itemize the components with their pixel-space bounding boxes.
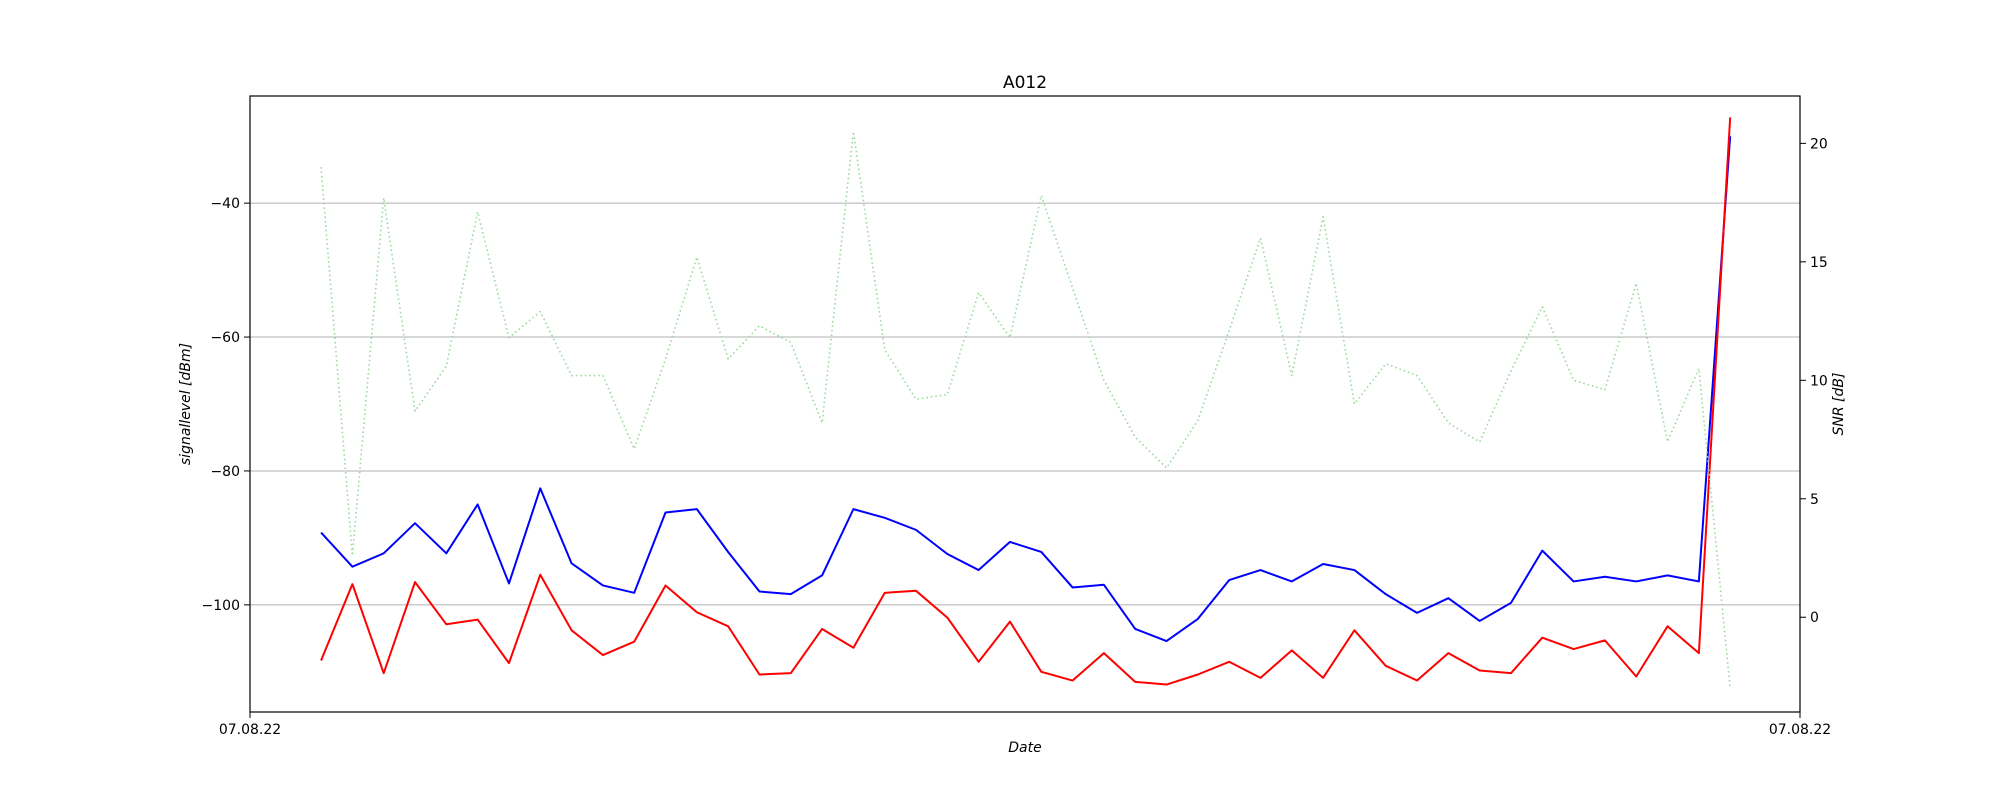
grid-lines	[250, 202, 1800, 606]
chart-title: A012	[1003, 73, 1047, 93]
y-right-tick-label: 5	[1810, 492, 1819, 508]
y-left-tick-label: −60	[210, 330, 240, 346]
y-right-tick-label: 0	[1810, 610, 1819, 626]
series-group	[320, 117, 1732, 689]
y-left-tick-label: −40	[210, 196, 240, 212]
series-line-2	[320, 130, 1731, 689]
x-axis-title: Date	[1008, 740, 1041, 756]
series-line-1	[320, 117, 1732, 686]
x-tick-label: 07.08.22	[1769, 722, 1831, 738]
y-right-tick-label: 20	[1810, 136, 1828, 152]
y-right-tick-label: 15	[1810, 255, 1828, 271]
plot-frame	[249, 95, 1801, 713]
y-left-tick-label: −100	[202, 598, 240, 614]
x-tick-label: 07.08.22	[219, 722, 281, 738]
y-axis-right-title: SNR [dB]	[1831, 373, 1847, 436]
axis-ticks: −40 −60 −80 −100 20 15 10 5 0 07.08.22 07.08.22	[202, 136, 1832, 738]
y-axis-left-title: signallevel [dBm]	[178, 343, 194, 465]
y-left-tick-label: −80	[210, 464, 240, 480]
series-line-0	[320, 136, 1732, 643]
y-right-tick-label: 10	[1810, 373, 1828, 389]
